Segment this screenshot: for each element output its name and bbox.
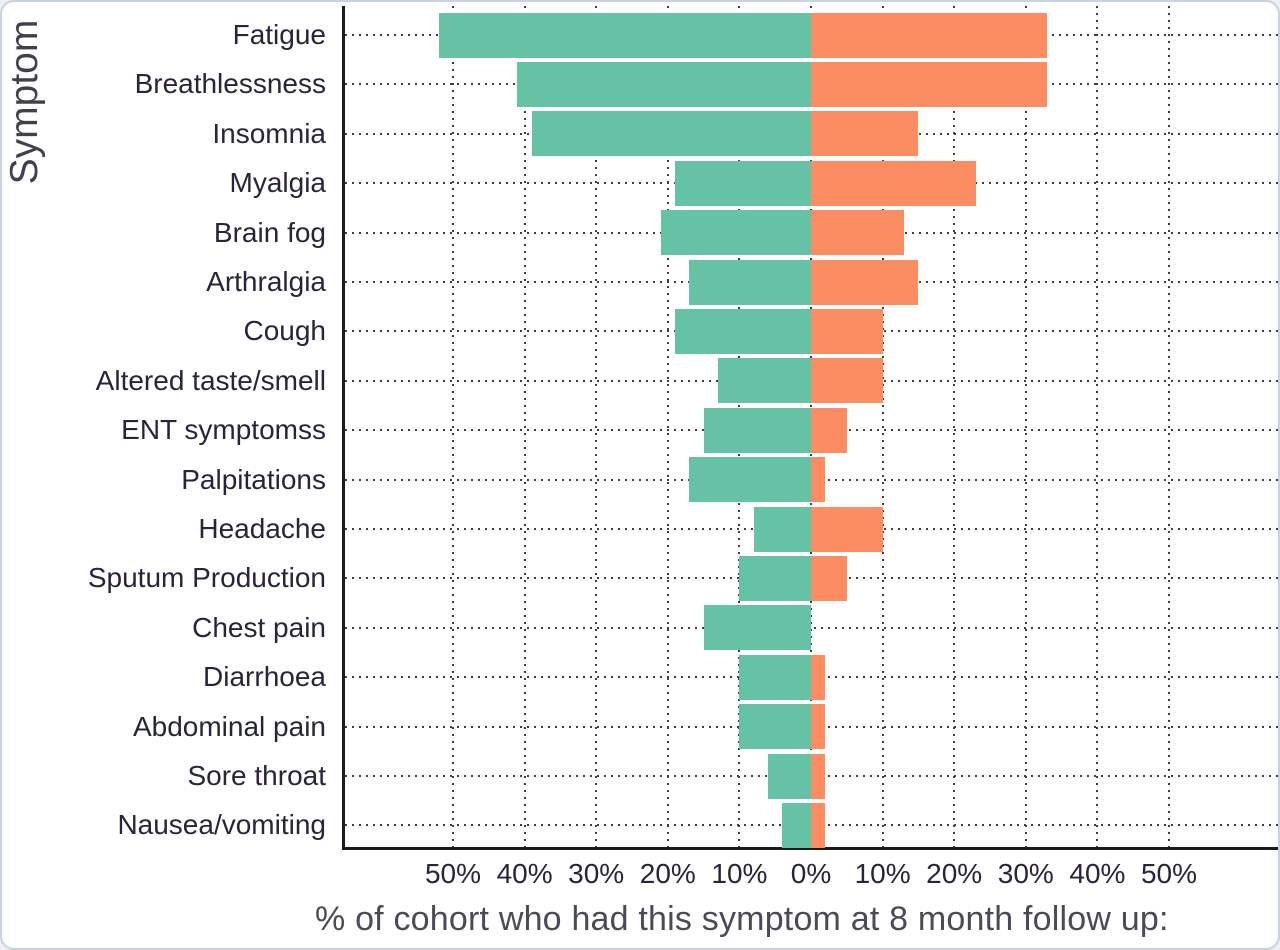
vertical-gridline [1168,6,1170,847]
y-axis-label: Altered taste/smell [95,364,326,396]
bar-right [811,457,826,503]
vertical-gridline [953,6,956,847]
y-axis-label: Chest pain [192,611,326,643]
bar-right [811,654,826,700]
bar-right [811,308,883,354]
bar-right [811,259,919,305]
bar-left [689,259,811,305]
y-axis-label: Diarrhoea [203,661,326,693]
y-axis-label: Palpitations [181,463,326,495]
bar-left [739,704,811,750]
vertical-gridline [1096,6,1099,847]
bar-right [811,358,883,404]
y-axis-label: Brain fog [213,216,326,248]
bar-right [811,160,976,206]
x-axis-tick-label: 40% [1069,858,1126,889]
vertical-gridline [523,6,526,847]
bar-left [674,308,811,354]
x-axis-tick-label: 40% [496,858,553,889]
y-axis-label: Sore throat [187,760,326,791]
plot-panel [345,6,1278,848]
x-axis-tick-label: 10% [711,858,768,889]
bar-left [517,61,811,107]
vertical-gridline [595,6,598,847]
bar-left [782,802,811,848]
y-axis-line [342,6,345,850]
y-axis-label: Headache [198,513,326,544]
y-axis-label: Nausea/vomiting [117,809,326,841]
bar-right [811,210,905,256]
bar-right [811,407,847,453]
bar-right [811,753,826,799]
y-axis-label: Insomnia [212,117,326,149]
y-axis-label: Sputum Production [87,562,326,594]
x-axis-tick-label: 20% [926,858,983,889]
x-axis-tick-label: 50% [424,858,482,889]
x-axis-line [342,847,1278,850]
bar-right [811,111,919,157]
bar-left [531,111,811,157]
bar-left [689,457,811,503]
y-axis-label: Breathlessness [134,68,326,100]
vertical-gridline [881,6,884,847]
bar-left [438,12,811,58]
y-axis-label: Fatigue [232,19,326,50]
y-axis-label: Myalgia [229,167,326,199]
bar-left [674,160,811,206]
y-axis-label: Arthralgia [206,266,326,297]
bar-right [811,704,826,750]
x-axis-tick-label: 10% [854,858,911,889]
bar-left [753,506,811,552]
vertical-gridline [452,6,454,847]
bar-right [811,802,826,848]
bar-left [739,654,811,700]
bar-right [811,506,883,552]
bar-left [739,555,811,601]
bar-right [811,555,847,601]
x-axis-title: % of cohort who had this symptom at 8 mo… [315,900,1169,938]
bar-left [660,210,811,256]
y-axis-label: Abdominal pain [132,710,326,742]
vertical-gridline [666,6,669,847]
vertical-gridline [1024,6,1027,847]
bar-left [768,753,811,799]
x-axis-tick-label: 20% [639,858,696,889]
row-gridline [345,626,1278,629]
bar-left [703,407,811,453]
x-axis-tick-label: 0% [790,858,832,889]
y-axis-label: Cough [243,315,326,347]
y-axis-labels: Fatigue Breathlessness Insomnia Myalgia Brai… [2,6,334,847]
x-axis-tick-label: 30% [568,858,625,889]
y-axis-label: ENT symptomss [121,414,326,446]
x-axis-tick-label: 50% [1140,858,1198,889]
bar-right [811,61,1048,107]
x-axis-tick-label: 30% [997,858,1054,889]
bar-left [703,605,811,651]
bar-left [717,358,811,404]
bar-right [811,12,1048,58]
